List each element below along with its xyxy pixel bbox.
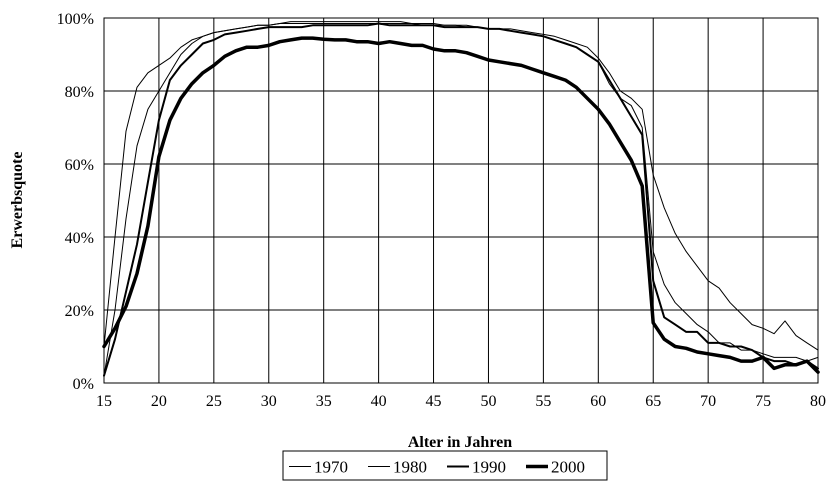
x-tick-label: 35 — [316, 393, 332, 410]
x-axis-tick-labels: 15 20 25 30 35 40 45 50 55 60 65 70 75 80 — [96, 393, 826, 410]
legend-label-2000: 2000 — [551, 458, 585, 477]
y-tick-label: 100% — [57, 11, 94, 28]
series-lines — [102, 21, 820, 377]
legend-label-1970: 1970 — [314, 458, 348, 477]
x-tick-label: 30 — [261, 393, 277, 410]
x-tick-label: 65 — [645, 393, 661, 410]
x-tick-label: 75 — [755, 393, 771, 410]
y-axis-tick-labels: 0% 20% 40% 60% 80% 100% — [57, 11, 94, 393]
x-axis-title: Alter in Jahren — [408, 434, 512, 451]
series-line-1990 — [103, 22, 819, 377]
y-tick-label: 0% — [73, 376, 94, 393]
y-tick-label: 40% — [65, 230, 94, 247]
series-line-1980 — [103, 21, 819, 377]
plot-area-frame — [103, 17, 819, 384]
x-tick-label: 80 — [810, 393, 826, 410]
legend-box — [282, 450, 608, 481]
x-tick-label: 70 — [700, 393, 716, 410]
series-line-2000 — [102, 36, 820, 374]
series-line-1970 — [103, 23, 819, 351]
x-tick-label: 20 — [151, 393, 167, 410]
x-tick-label: 25 — [206, 393, 222, 410]
x-tick-label: 50 — [480, 393, 496, 410]
x-tick-label: 55 — [535, 393, 551, 410]
legend-label-1980: 1980 — [393, 458, 427, 477]
gridlines — [103, 17, 819, 384]
x-tick-label: 45 — [426, 393, 442, 410]
legend: 1970 1980 1990 2000 — [282, 450, 608, 481]
legend-label-1990: 1990 — [472, 458, 506, 477]
x-tick-label: 40 — [371, 393, 387, 410]
x-tick-label: 15 — [96, 393, 112, 410]
y-tick-label: 80% — [65, 84, 94, 101]
y-axis-title: Erwerbsquote — [9, 152, 26, 249]
x-tick-label: 60 — [590, 393, 606, 410]
y-tick-label: 60% — [65, 157, 94, 174]
y-tick-label: 20% — [65, 303, 94, 320]
